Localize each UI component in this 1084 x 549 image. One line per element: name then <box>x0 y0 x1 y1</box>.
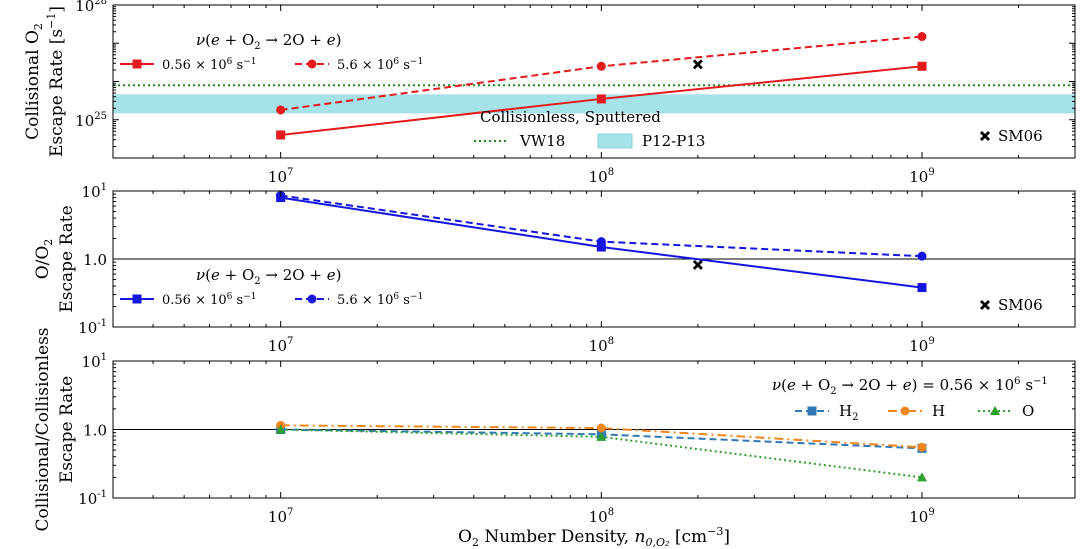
series-3-point <box>275 424 286 434</box>
legend-handle-3 <box>978 406 1012 415</box>
legend-label-sm06: SM06 <box>998 127 1043 145</box>
legend-handle-sm06 <box>980 131 990 141</box>
y-tick-label: 101 <box>82 352 107 371</box>
series-3-point <box>917 472 928 482</box>
legend-handle-sm06 <box>980 300 990 310</box>
legend-label-3: O <box>1022 402 1034 420</box>
svg-text:Escape Rate: Escape Rate <box>57 376 77 483</box>
series-1-point <box>596 242 606 252</box>
panel-3: 107 108 1091011.010-1Collisional/Collision… <box>33 327 1076 549</box>
legend-label-2: 5.6 × 106 s−1 <box>337 292 423 308</box>
legend-handle-2 <box>295 294 329 304</box>
x-tick-label: 109 <box>909 167 934 186</box>
x-axis-label: O2 Number Density, n0,O₂ [cm−3] <box>458 525 730 549</box>
x-tick-label: 108 <box>589 167 614 186</box>
x-tick-label: 107 <box>268 167 293 186</box>
y-axis-label: Collisional/Collisionless Escape Rate <box>33 327 77 531</box>
y-tick-label: 1.0 <box>83 422 107 440</box>
y-tick-label: 1.0 <box>83 251 107 269</box>
plot-frame <box>112 4 1076 159</box>
series-2-point <box>917 251 927 261</box>
y-tick-label: 10-1 <box>78 489 107 508</box>
series-1-point <box>917 61 927 71</box>
x-tick-label: 107 <box>268 336 293 355</box>
legend-label-2: H <box>932 402 945 420</box>
svg-text:Escape Rate [s−1]: Escape Rate [s−1] <box>45 6 67 157</box>
svg-text:Escape Rate: Escape Rate <box>57 205 77 312</box>
series-2-point <box>596 237 606 247</box>
svg-text:O/O2: O/O2 <box>33 239 55 280</box>
svg-text:Collisional O2: Collisional O2 <box>23 23 45 140</box>
series-2-point <box>596 423 606 433</box>
legend-title: ν(e + O2 → 2O + e) <box>196 266 341 287</box>
legend-handle-2 <box>295 59 329 69</box>
series-2-point <box>276 105 286 115</box>
series-3-point <box>596 431 607 441</box>
series-2-point <box>596 61 606 71</box>
legend-label-vw18: VW18 <box>519 132 565 150</box>
legend-label-1: H2 <box>839 402 858 423</box>
legend-handle-2 <box>888 406 922 416</box>
legend-label-1: 0.56 × 106 s−1 <box>162 292 256 308</box>
legend-title: ν(e + O2 → 2O + e) = 0.56 × 106 s−1 <box>772 376 1048 397</box>
series-2-point <box>917 442 927 452</box>
legend-handle-p12 <box>597 133 633 149</box>
y-tick-label: 1028 <box>75 0 107 15</box>
svg-text:Collisional/Collisionless: Collisional/Collisionless <box>33 327 53 531</box>
x-tick-label: 109 <box>909 507 934 526</box>
y-tick-label: 10-1 <box>78 318 107 337</box>
legend-handle-1 <box>120 59 154 69</box>
x-tick-label: 108 <box>589 507 614 526</box>
series-1-point <box>596 94 606 104</box>
series-1-point <box>917 283 927 293</box>
legend-label-1: 0.56 × 106 s−1 <box>162 57 256 73</box>
legend-title: ν(e + O2 → 2O + e) <box>196 31 341 52</box>
x-tick-label: 107 <box>268 507 293 526</box>
series-2-point <box>917 32 927 42</box>
legend-label-p12: P12-P13 <box>642 132 705 150</box>
legend-handle-1 <box>795 406 829 416</box>
series-2-line <box>280 424 923 449</box>
y-tick-label: 101 <box>82 182 107 201</box>
y-tick-label: 1025 <box>75 111 107 130</box>
sm06-point <box>692 59 703 70</box>
legend-handle-1 <box>120 294 154 304</box>
sm06-point <box>692 259 703 270</box>
legend-label-sm06: SM06 <box>998 296 1043 314</box>
y-axis-label: O/O2 Escape Rate <box>33 205 77 312</box>
series-1-point <box>276 130 286 140</box>
x-tick-label: 108 <box>589 336 614 355</box>
x-tick-label: 109 <box>909 336 934 355</box>
legend-label-2: 5.6 × 106 s−1 <box>337 57 423 73</box>
annotation-collisionless: Collisionless, Sputtered <box>480 108 661 126</box>
